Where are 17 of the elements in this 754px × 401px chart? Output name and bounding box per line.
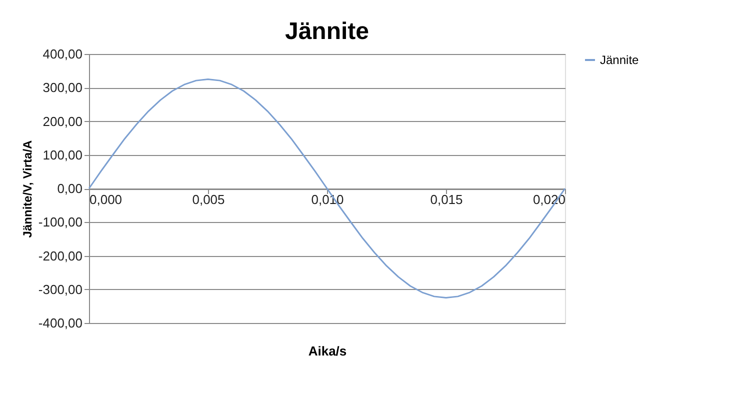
line-series [88,78,566,299]
legend-label: Jännite [600,53,640,67]
y-tick-label: -400,00 [38,316,82,330]
x-tick-label: 0,005 [192,192,225,207]
x-tick-label: 0,000 [90,192,122,207]
x-axis-title: Aika/s [308,344,347,358]
x-tick-label: 0,015 [430,192,463,207]
chart-title: Jännite [284,18,370,45]
y-tick-label: -300,00 [38,282,82,297]
y-tick-label: 400,00 [42,46,82,62]
y-tick-label: 0,00 [57,181,82,196]
y-tick-label: -100,00 [38,214,82,230]
y-tick-label: 100,00 [42,147,82,162]
y-tick-label: 200,00 [42,114,82,129]
y-axis-title: Jännite/V, Virta/A [20,140,34,238]
y-tick-label: 300,00 [42,80,82,96]
y-tick-label: -200,00 [38,248,82,264]
